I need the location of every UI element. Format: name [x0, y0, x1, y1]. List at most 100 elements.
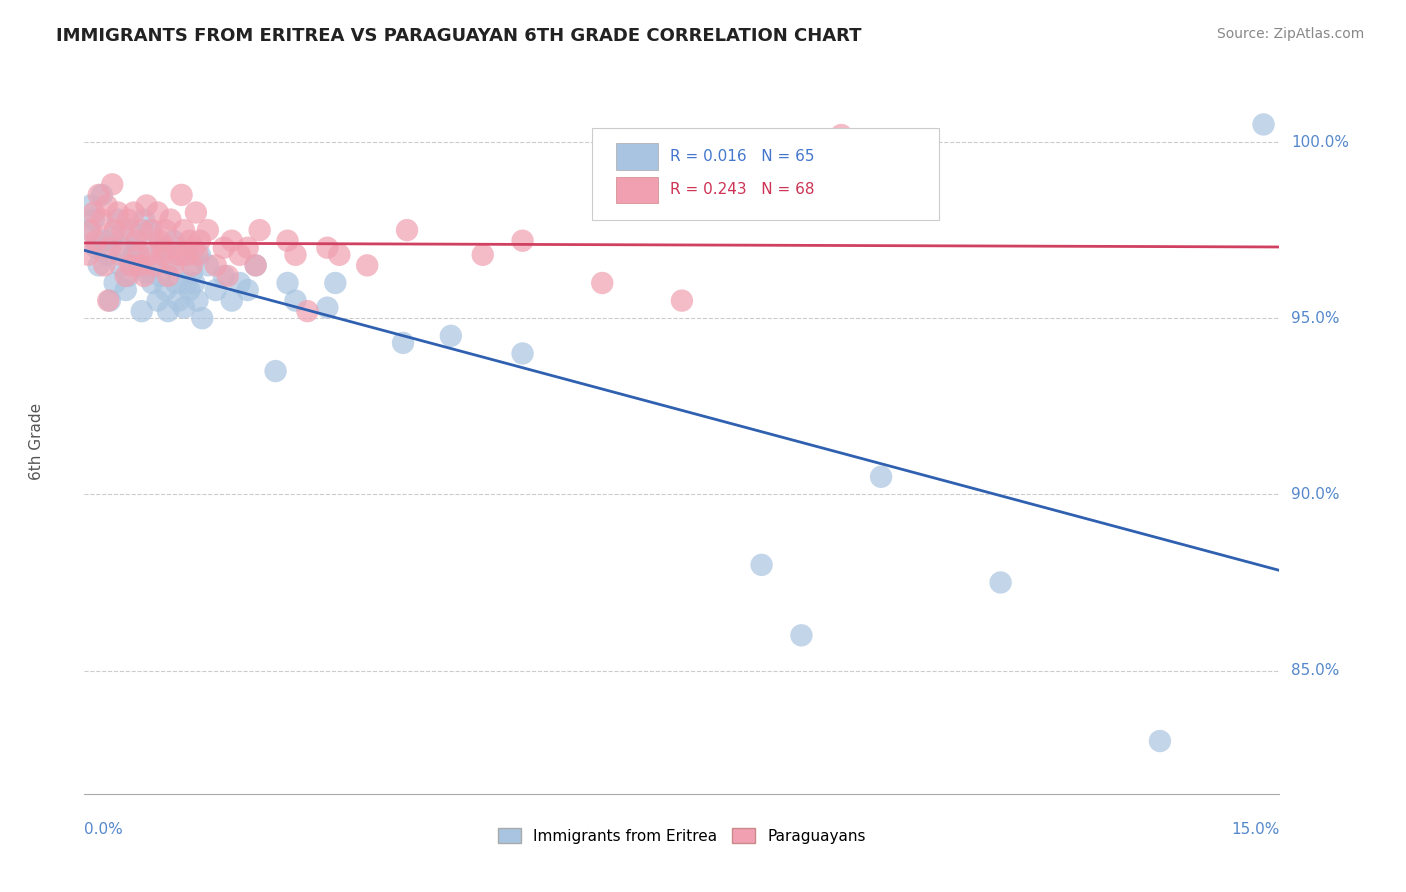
FancyBboxPatch shape: [592, 128, 939, 219]
Point: [138, 248, 160, 262]
Point: [93, 259, 115, 273]
Point: [229, 248, 252, 262]
Text: 85.0%: 85.0%: [1292, 663, 1340, 678]
Point: [114, 283, 136, 297]
Point: [316, 301, 339, 315]
Point: [155, 283, 177, 297]
Point: [179, 283, 201, 297]
Point: [90, 188, 112, 202]
Legend: Immigrants from Eritrea, Paraguayans: Immigrants from Eritrea, Paraguayans: [492, 822, 872, 850]
Point: [135, 198, 157, 212]
Point: [149, 234, 172, 248]
Point: [284, 293, 307, 308]
Point: [356, 259, 378, 273]
Point: [167, 293, 190, 308]
Point: [128, 248, 150, 262]
Point: [120, 223, 142, 237]
Point: [86, 241, 108, 255]
Point: [152, 241, 174, 255]
Point: [870, 470, 893, 484]
Point: [512, 346, 534, 360]
Point: [591, 276, 613, 290]
Point: [217, 268, 239, 283]
Point: [512, 234, 534, 248]
Point: [111, 241, 134, 255]
Point: [138, 223, 160, 237]
Point: [249, 223, 271, 237]
Point: [117, 212, 139, 227]
Point: [104, 223, 127, 237]
Point: [80, 198, 103, 212]
Point: [165, 241, 187, 255]
Point: [80, 223, 103, 237]
Point: [110, 259, 132, 273]
Point: [131, 223, 153, 237]
Text: 6th Grade: 6th Grade: [30, 403, 44, 480]
Point: [205, 283, 228, 297]
Point: [181, 259, 204, 273]
Point: [212, 268, 235, 283]
Point: [155, 223, 177, 237]
Point: [236, 283, 259, 297]
Point: [188, 234, 211, 248]
Point: [1149, 734, 1171, 748]
Point: [132, 212, 156, 227]
Point: [90, 212, 112, 227]
Point: [157, 304, 180, 318]
Point: [152, 248, 174, 262]
Point: [120, 259, 142, 273]
Point: [277, 276, 299, 290]
Point: [97, 293, 120, 308]
Point: [125, 241, 148, 255]
Point: [176, 248, 198, 262]
Point: [110, 248, 132, 262]
Point: [107, 212, 129, 227]
Point: [183, 241, 205, 255]
Point: [328, 248, 350, 262]
Point: [87, 188, 110, 202]
Point: [101, 230, 124, 244]
Point: [392, 335, 415, 350]
Point: [440, 329, 463, 343]
Text: 100.0%: 100.0%: [1292, 135, 1350, 150]
Point: [117, 268, 139, 283]
Point: [191, 311, 214, 326]
Point: [176, 276, 198, 290]
Point: [143, 248, 166, 262]
Point: [170, 188, 193, 202]
Point: [162, 234, 184, 248]
Point: [96, 198, 118, 212]
Point: [77, 223, 100, 237]
Point: [170, 248, 193, 262]
Point: [212, 241, 235, 255]
Point: [197, 259, 219, 273]
Point: [184, 205, 207, 219]
Text: Source: ZipAtlas.com: Source: ZipAtlas.com: [1216, 27, 1364, 41]
Point: [188, 248, 211, 262]
Point: [159, 212, 181, 227]
Point: [159, 259, 181, 273]
Bar: [616, 177, 658, 203]
Point: [87, 259, 110, 273]
Point: [197, 223, 219, 237]
Point: [141, 276, 163, 290]
Point: [221, 234, 243, 248]
Point: [101, 178, 124, 192]
Point: [122, 248, 145, 262]
Point: [135, 265, 157, 279]
Point: [181, 265, 204, 279]
Point: [173, 223, 195, 237]
Point: [128, 259, 150, 273]
Point: [245, 259, 267, 273]
Point: [96, 248, 118, 262]
Point: [179, 234, 201, 248]
Point: [111, 223, 134, 237]
Point: [1253, 118, 1275, 132]
Point: [830, 128, 852, 142]
Point: [236, 241, 259, 255]
Text: 0.0%: 0.0%: [84, 822, 124, 837]
Point: [93, 234, 115, 248]
Point: [284, 248, 307, 262]
Point: [229, 276, 252, 290]
Point: [131, 304, 153, 318]
